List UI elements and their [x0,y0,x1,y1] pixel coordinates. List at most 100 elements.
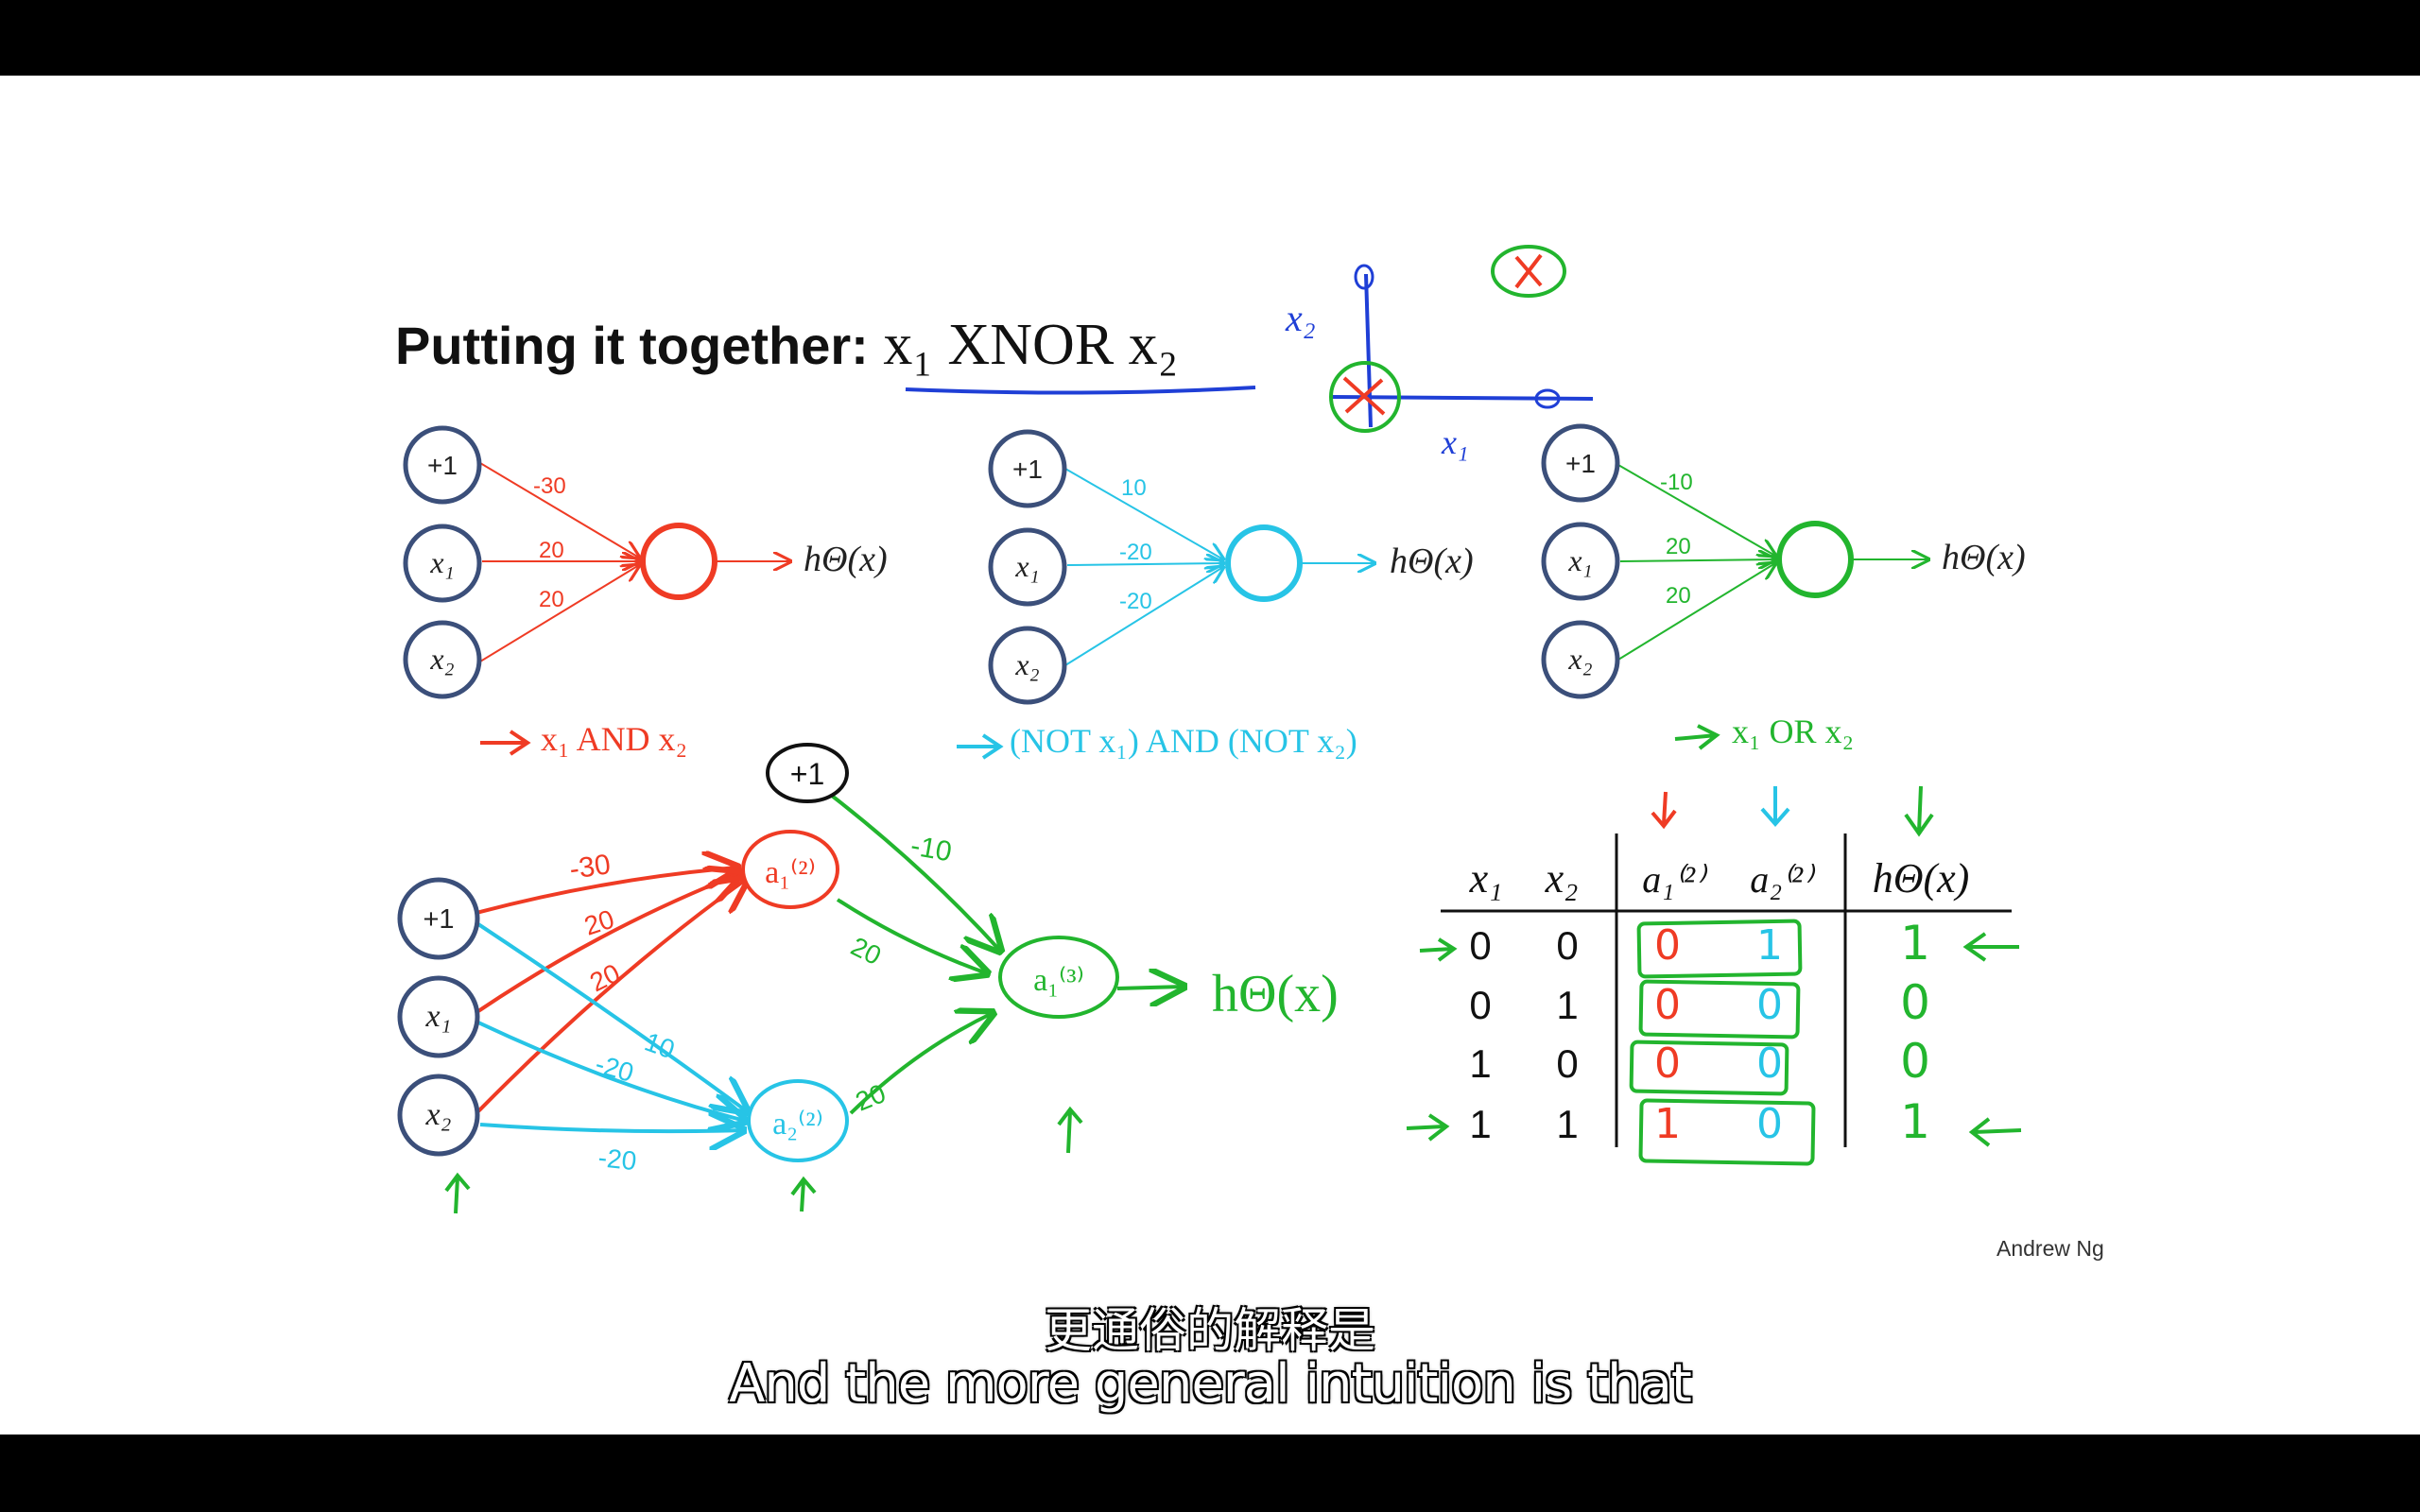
label-a3: a₁⁽³⁾ [1033,963,1084,998]
weight-blue-x2: -20 [596,1143,637,1176]
table-cell: 1 [1469,1041,1491,1086]
sketch-green-circle-origin [1329,361,1401,433]
weight-green-bias: -10 [908,830,954,868]
weight-x2: 20 [539,587,564,612]
sketch-x-axis [1332,395,1594,401]
row-arrow-right-3 [1968,1117,2022,1147]
label-x2: x₂ [1014,647,1039,681]
sketch-x-origin [1342,376,1386,416]
row-arrow-left-3 [1406,1113,1450,1142]
table-cell: 0 [1654,981,1681,1029]
table-cell: 1 [1900,1094,1930,1149]
label-output: hΘ(x) [1390,541,1474,581]
table-cell: 0 [1556,1041,1578,1086]
xnor-sketch: x₂ x₁ [1285,245,1594,461]
caption-or: x₁ OR x₂ [1732,713,1854,750]
table-cell: 0 [1469,923,1491,968]
col-arrow-a2 [1760,786,1790,828]
sketch-y-label: x₂ [1285,297,1316,339]
caption-nand: (NOT x₁) AND (NOT x₂) [1010,722,1357,760]
node-bias [403,425,482,505]
col-arrow-a1 [1651,791,1677,830]
network-xnor: +1 x₁ x₂ a₁⁽²⁾ a₂⁽²⁾ +1 a₁⁽³⁾ hΘ(x) -30 … [397,743,1339,1214]
sketch-green-circle-top [1491,245,1566,298]
node-bias [397,877,480,960]
letterbox-top [0,0,2420,76]
node-bias-hidden [766,743,849,803]
label-x1: x₁ [1014,549,1039,583]
node-x2 [403,620,482,699]
label-bias: +1 [1565,449,1596,478]
label-a1: a₁⁽²⁾ [765,855,816,890]
row-box-1 [1638,979,1801,1040]
weight-red-x1: 20 [580,904,617,941]
node-output [1225,524,1303,602]
node-x1 [1541,522,1620,601]
node-x2 [1541,620,1620,699]
label-x1: x₁ [429,545,454,579]
node-a1 [741,830,839,909]
label-output: hΘ(x) [804,540,888,579]
weight-bias: 10 [1121,475,1147,501]
table-cell: 0 [1469,983,1491,1027]
caption-arrow [957,733,1004,760]
table-cell: 0 [1556,923,1578,968]
table-header: x₁ [1469,855,1503,902]
table-cell: 0 [1756,981,1783,1029]
title-math: x₁ XNOR x₂ [883,313,1179,377]
weight-x1: 20 [539,538,564,563]
weight-green-a1: 20 [846,932,886,971]
node-output [640,523,717,600]
weight-red-x2: 20 [585,958,625,998]
table-cell: 1 [1654,1100,1681,1148]
sketch-x-top [1514,253,1543,289]
sketch-o-right [1534,388,1561,409]
sketch-o-top [1354,264,1374,290]
layer-arrow-input [444,1172,471,1214]
credit: Andrew Ng [1996,1236,2104,1261]
col-arrow-h [1904,785,1934,837]
table-cell: 0 [1654,921,1681,970]
table-header: a₂⁽²⁾ [1750,858,1816,901]
subtitle-en: And the more general intuition is that [729,1353,1692,1415]
table-cell: 0 [1900,975,1930,1030]
weight-bias: -10 [1660,470,1693,495]
node-a3 [998,936,1119,1019]
node-bias [1541,423,1620,503]
table-cell: 1 [1756,921,1783,970]
label-x2: x₂ [429,642,454,676]
node-x1 [988,527,1067,607]
sketch-y-axis [1364,273,1373,428]
layer-arrow-output [1057,1106,1083,1154]
table-cell: 1 [1556,983,1578,1027]
table-cell: 0 [1756,1100,1783,1148]
network-and: +1 x₁ x₂ -30 20 20 hΘ(x) x₁ AND x₂ [403,425,888,758]
label-x2: x₂ [425,1097,452,1132]
table-cell: 1 [1469,1102,1491,1146]
network-nand: +1 x₁ x₂ 10 -20 -20 hΘ(x) (NOT x₁) AND (… [957,429,1474,760]
node-bias [988,429,1067,508]
row-box-0 [1636,919,1803,979]
weight-blue-x1: -20 [592,1049,636,1088]
label-output-handwritten: hΘ(x) [1212,965,1339,1023]
label-x2: x₂ [1567,642,1592,676]
table-header: x₂ [1545,855,1579,902]
title-underline [905,386,1256,395]
caption-and: x₁ AND x₂ [541,720,687,758]
sketch-x-label: x₁ [1441,423,1469,461]
weight-red-bias: -30 [567,849,613,885]
weight-x1: 20 [1666,534,1691,559]
label-a2: a₂⁽²⁾ [772,1107,823,1142]
row-box-2 [1629,1040,1789,1096]
node-a2 [747,1079,849,1162]
weight-x1: -20 [1119,540,1152,565]
table-header: hΘ(x) [1873,855,1970,902]
network-or: +1 x₁ x₂ -10 20 20 hΘ(x) x₁ OR x₂ [1541,423,2026,750]
subtitle-zh: 更通俗的解释是 [1045,1303,1375,1358]
weight-bias: -30 [533,473,566,499]
table-cell: 1 [1556,1102,1578,1146]
table-cell: 0 [1654,1040,1681,1088]
table-cell: 0 [1900,1034,1930,1089]
